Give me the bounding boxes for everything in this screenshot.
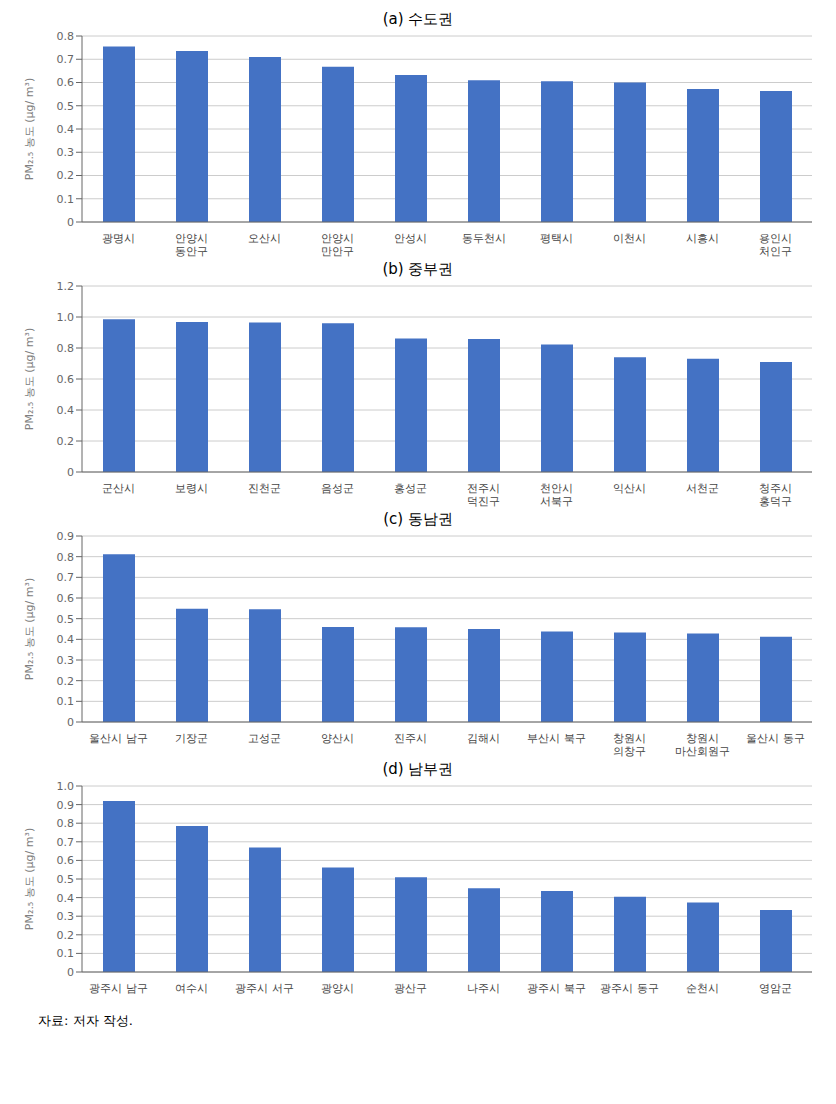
html-text:자료: 저자 작성.: 자료: 저자 작성. — [38, 1013, 133, 1028]
svg-text:광주시 북구: 광주시 북구 — [527, 982, 586, 995]
svg-text:0.8: 0.8 — [57, 817, 75, 830]
svg-text:부산시 북구: 부산시 북구 — [527, 732, 586, 745]
svg-text:고성군: 고성군 — [248, 732, 281, 745]
svg-text:PM₂.₅ 농도 (μg/ m³): PM₂.₅ 농도 (μg/ m³) — [23, 328, 36, 430]
svg-text:광양시: 광양시 — [321, 982, 354, 995]
svg-text:진주시: 진주시 — [394, 732, 427, 745]
svg-text:0.6: 0.6 — [57, 592, 75, 605]
svg-text:광주시 남구: 광주시 남구 — [89, 982, 148, 995]
svg-text:0.2: 0.2 — [57, 675, 75, 688]
svg-text:PM₂.₅ 농도 (μg/ m³): PM₂.₅ 농도 (μg/ m³) — [23, 78, 36, 180]
svg-text:영암군: 영암군 — [759, 982, 792, 995]
svg-text:0.5: 0.5 — [57, 613, 75, 626]
svg-text:0.7: 0.7 — [57, 53, 75, 66]
svg-text:오산시: 오산시 — [248, 232, 281, 245]
svg-text:0.6: 0.6 — [57, 373, 75, 386]
svg-text:동두천시: 동두천시 — [462, 232, 506, 245]
svg-text:용인시처인구: 용인시처인구 — [759, 232, 792, 258]
html-text:(a) 수도권: (a) 수도권 — [382, 10, 454, 28]
svg-text:창원시의창구: 창원시의창구 — [613, 732, 646, 758]
svg-text:기장군: 기장군 — [175, 732, 208, 745]
svg-text:시흥시: 시흥시 — [686, 232, 719, 245]
svg-text:울산시 남구: 울산시 남구 — [89, 732, 148, 745]
html-text:(c) 동남권: (c) 동남권 — [383, 510, 453, 528]
svg-text:0.8: 0.8 — [57, 30, 75, 43]
svg-text:0.5: 0.5 — [57, 873, 75, 886]
svg-text:1.2: 1.2 — [57, 280, 75, 293]
svg-text:광주시 서구: 광주시 서구 — [235, 982, 294, 995]
svg-text:0.3: 0.3 — [57, 910, 75, 923]
svg-text:여수시: 여수시 — [175, 982, 208, 995]
svg-text:울산시 동구: 울산시 동구 — [746, 732, 805, 745]
svg-text:이천시: 이천시 — [613, 232, 646, 245]
svg-text:0.4: 0.4 — [57, 123, 75, 136]
svg-text:0: 0 — [67, 466, 74, 479]
svg-text:보령시: 보령시 — [175, 482, 208, 495]
html-text:(d) 남부권: (d) 남부권 — [382, 760, 454, 778]
html-text:(b) 중부권: (b) 중부권 — [382, 260, 454, 278]
svg-text:천안시서북구: 천안시서북구 — [540, 482, 573, 508]
svg-text:음성군: 음성군 — [321, 482, 354, 495]
svg-text:0.6: 0.6 — [57, 854, 75, 867]
svg-text:평택시: 평택시 — [540, 232, 573, 245]
svg-text:0.3: 0.3 — [57, 146, 75, 159]
svg-text:1.0: 1.0 — [57, 311, 75, 324]
svg-text:PM₂.₅ 농도 (μg/ m³): PM₂.₅ 농도 (μg/ m³) — [23, 578, 36, 680]
svg-text:0.3: 0.3 — [57, 654, 75, 667]
svg-text:안양시만안구: 안양시만안구 — [321, 232, 354, 258]
svg-text:순천시: 순천시 — [686, 982, 719, 995]
svg-text:0.4: 0.4 — [57, 633, 75, 646]
svg-text:0.8: 0.8 — [57, 551, 75, 564]
svg-text:0.4: 0.4 — [57, 404, 75, 417]
svg-text:0.4: 0.4 — [57, 892, 75, 905]
svg-text:안양시동안구: 안양시동안구 — [175, 232, 208, 258]
svg-text:0.2: 0.2 — [57, 169, 75, 182]
svg-text:창원시마산회원구: 창원시마산회원구 — [675, 732, 730, 758]
svg-text:0.9: 0.9 — [57, 530, 75, 543]
svg-text:0: 0 — [67, 216, 74, 229]
svg-text:서천군: 서천군 — [686, 482, 719, 495]
svg-text:0.7: 0.7 — [57, 571, 75, 584]
svg-text:김해시: 김해시 — [467, 732, 500, 745]
svg-text:안성시: 안성시 — [394, 232, 427, 245]
svg-text:1.0: 1.0 — [57, 780, 75, 793]
svg-text:0: 0 — [67, 966, 74, 979]
svg-text:0: 0 — [67, 716, 74, 729]
svg-text:0.2: 0.2 — [57, 929, 75, 942]
svg-text:청주시홍덕구: 청주시홍덕구 — [759, 482, 792, 508]
svg-text:광명시: 광명시 — [102, 232, 135, 245]
svg-text:전주시덕진구: 전주시덕진구 — [467, 482, 500, 508]
svg-text:광주시 동구: 광주시 동구 — [600, 982, 659, 995]
svg-text:나주시: 나주시 — [467, 982, 500, 995]
svg-text:0.2: 0.2 — [57, 435, 75, 448]
svg-text:익산시: 익산시 — [613, 482, 646, 495]
svg-text:PM₂.₅ 농도 (μg/ m³): PM₂.₅ 농도 (μg/ m³) — [23, 828, 36, 930]
svg-text:0.8: 0.8 — [57, 342, 75, 355]
svg-text:진천군: 진천군 — [248, 482, 281, 495]
svg-text:0.6: 0.6 — [57, 76, 75, 89]
svg-text:0.1: 0.1 — [57, 947, 75, 960]
svg-text:홍성군: 홍성군 — [394, 482, 427, 495]
svg-text:군산시: 군산시 — [102, 482, 135, 495]
svg-text:0.7: 0.7 — [57, 836, 75, 849]
svg-text:광산구: 광산구 — [394, 982, 427, 995]
svg-text:0.1: 0.1 — [57, 695, 75, 708]
svg-text:0.1: 0.1 — [57, 193, 75, 206]
svg-text:0.9: 0.9 — [57, 799, 75, 812]
svg-text:0.5: 0.5 — [57, 100, 75, 113]
svg-text:양산시: 양산시 — [321, 732, 354, 745]
